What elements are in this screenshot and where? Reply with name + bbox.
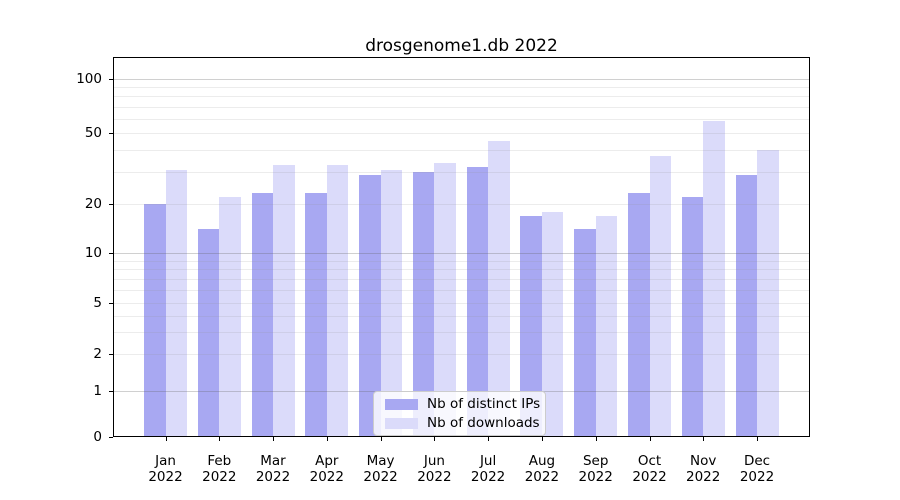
x-tick-mark xyxy=(703,437,705,441)
y-tick-label: 5 xyxy=(93,295,102,312)
x-tick-mark xyxy=(757,437,758,441)
legend: Nb of distinct IPs Nb of downloads xyxy=(373,391,546,436)
legend-label-downloads: Nb of downloads xyxy=(427,415,540,431)
x-tick-mark xyxy=(488,437,490,441)
x-tick-mark xyxy=(219,437,221,441)
x-tick-label-mar: Mar 2022 xyxy=(255,453,291,485)
y-tick-label: 20 xyxy=(84,196,102,212)
x-tick-label-jan: Jan 2022 xyxy=(148,453,183,485)
x-tick-mark xyxy=(326,437,328,441)
x-tick-label-apr: Apr 2022 xyxy=(309,453,344,485)
x-tick-label-may: May 2022 xyxy=(363,453,398,485)
x-tick-label-aug: Aug 2022 xyxy=(524,453,560,485)
y-tick-label: 50 xyxy=(84,124,102,141)
y-tick-label: 1 xyxy=(93,383,102,399)
x-tick-label-feb: Feb 2022 xyxy=(202,453,237,485)
y-tick-label: 0 xyxy=(93,429,102,445)
plot-area-border xyxy=(113,57,810,437)
legend-swatch-distinct-ips xyxy=(385,398,418,410)
x-tick-label-jul: Jul 2022 xyxy=(470,453,506,485)
x-tick-mark xyxy=(595,437,597,441)
x-tick-mark xyxy=(649,437,651,441)
y-tick-label: 10 xyxy=(84,245,102,262)
legend-row-downloads: Nb of downloads xyxy=(385,415,545,431)
x-tick-label-sep: Sep 2022 xyxy=(578,453,613,485)
legend-label-distinct-ips: Nb of distinct IPs xyxy=(427,396,541,412)
legend-swatch-downloads xyxy=(385,417,418,429)
x-tick-mark xyxy=(380,437,382,441)
legend-row-distinct-ips: Nb of distinct IPs xyxy=(385,396,545,412)
x-tick-label-jun: Jun 2022 xyxy=(417,453,452,485)
x-tick-mark xyxy=(165,437,167,441)
x-tick-label-nov: Nov 2022 xyxy=(686,453,721,485)
chart-title: drosgenome1.db 2022 xyxy=(365,36,558,56)
x-tick-mark xyxy=(434,437,436,441)
y-tick-mark xyxy=(109,437,113,438)
y-tick-label: 2 xyxy=(93,346,102,362)
y-tick-label: 100 xyxy=(76,70,102,87)
x-tick-mark xyxy=(273,437,274,441)
x-tick-mark xyxy=(541,437,543,441)
x-tick-label-dec: Dec 2022 xyxy=(739,453,775,485)
x-tick-label-oct: Oct 2022 xyxy=(632,453,667,485)
